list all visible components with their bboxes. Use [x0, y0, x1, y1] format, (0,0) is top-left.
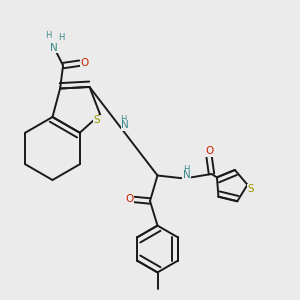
Text: H: H [183, 165, 189, 174]
Text: O: O [125, 194, 133, 204]
Text: O: O [81, 58, 89, 68]
Text: S: S [94, 116, 101, 125]
Text: H: H [120, 115, 127, 124]
Text: O: O [206, 146, 214, 156]
Text: H: H [45, 31, 51, 40]
Text: N: N [121, 120, 129, 130]
Text: N: N [50, 43, 58, 52]
Text: H: H [58, 33, 65, 42]
Text: S: S [248, 184, 254, 194]
Text: N: N [183, 170, 191, 181]
